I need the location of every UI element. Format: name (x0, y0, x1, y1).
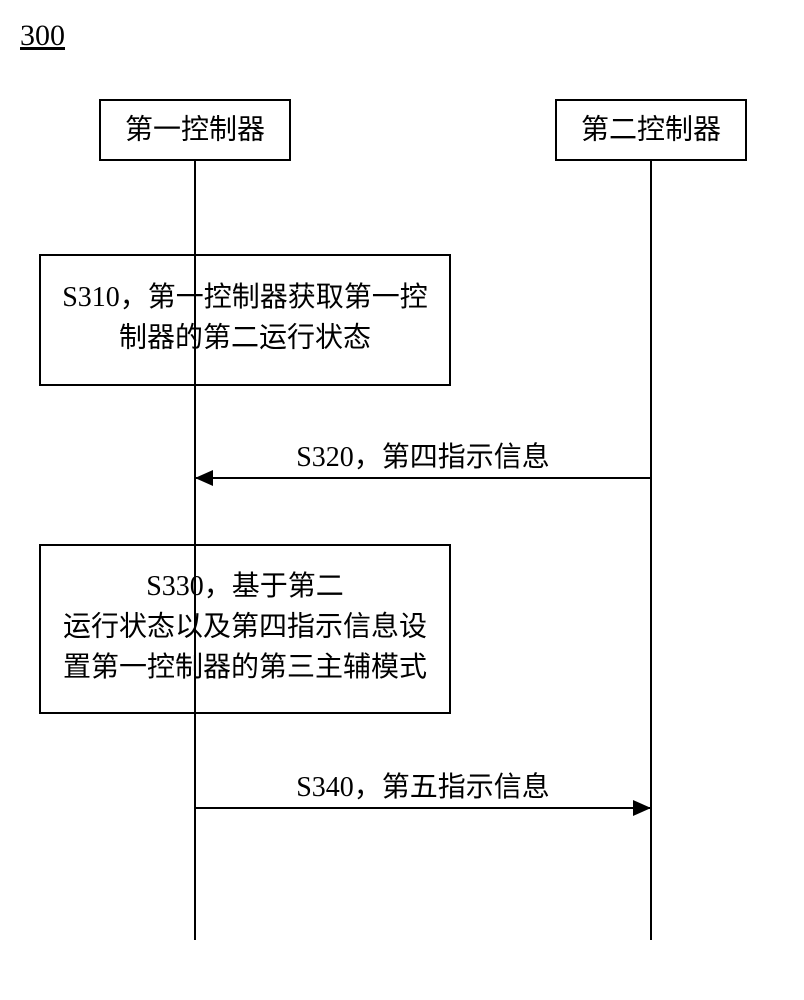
step-s330-line-2: 置第一控制器的第三主辅模式 (63, 651, 427, 683)
step-s310-box (40, 255, 450, 385)
step-s310-line-1: 制器的第二运行状态 (119, 322, 371, 354)
msg-s320-label: S320，第四指示信息 (296, 441, 550, 473)
arrowhead (633, 800, 651, 816)
sequence-diagram: 300 第一控制器 第二控制器 S310，第一控制器获取第一控制器的第二运行状态 S33… (0, 0, 804, 1000)
step-s330-line-1: 运行状态以及第四指示信息设 (63, 610, 427, 642)
lifeline-label-left: 第一控制器 (125, 113, 265, 145)
msg-s340-label: S340，第五指示信息 (296, 771, 550, 803)
step-s310-line-0: S310，第一控制器获取第一控 (62, 281, 428, 313)
figure-ref: 300 (20, 19, 65, 52)
lifeline-label-right: 第二控制器 (581, 113, 721, 145)
arrowhead (195, 470, 213, 486)
step-s330-line-0: S330，基于第二 (146, 570, 344, 602)
